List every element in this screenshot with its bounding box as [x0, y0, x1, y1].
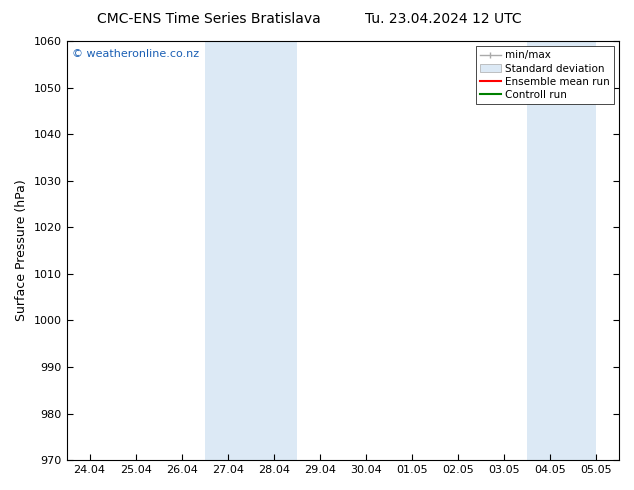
Legend: min/max, Standard deviation, Ensemble mean run, Controll run: min/max, Standard deviation, Ensemble me… [476, 46, 614, 104]
Bar [527, 41, 596, 460]
Text: © weatheronline.co.nz: © weatheronline.co.nz [72, 49, 199, 59]
Text: CMC-ENS Time Series Bratislava: CMC-ENS Time Series Bratislava [98, 12, 321, 26]
Text: Tu. 23.04.2024 12 UTC: Tu. 23.04.2024 12 UTC [365, 12, 522, 26]
Bar [205, 41, 297, 460]
Y-axis label: Surface Pressure (hPa): Surface Pressure (hPa) [15, 180, 28, 321]
